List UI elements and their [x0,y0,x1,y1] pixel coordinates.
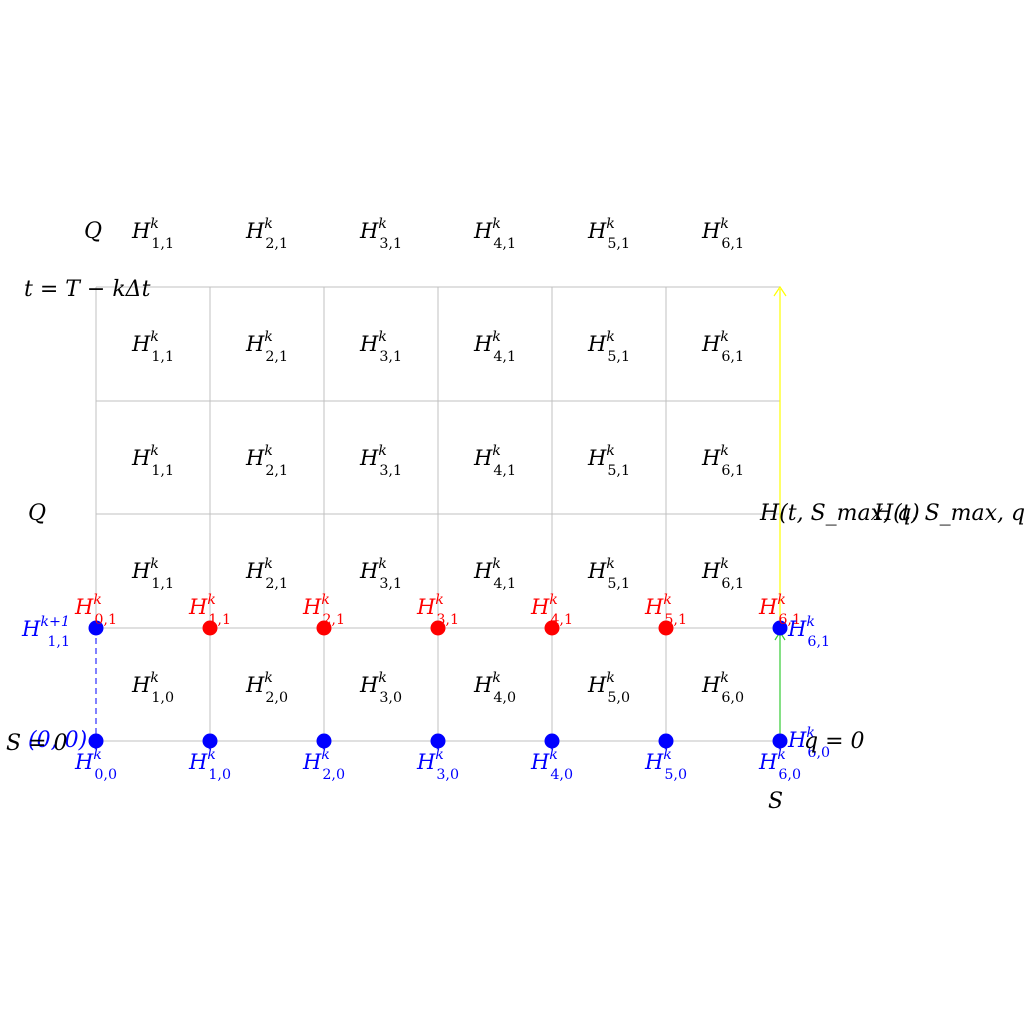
red-node-label-5: Hk 5,1 [644,592,687,628]
grid-nodes [88,620,788,749]
blue-node-label-6: Hk 6,0 [758,747,801,783]
cell-label-r1-c2: Hk 2,1 [245,556,288,592]
red-node-label-3: Hk 3,1 [416,592,459,628]
boundary-label: H(t, S_max, q) [759,501,920,526]
red-node-label-6: Hk 6,1 [758,592,801,628]
cell-label-r4-c3: Hk 3,1 [359,216,402,252]
origin-label: (0, 0) [28,728,87,753]
cell-label-r1-c4: Hk 4,1 [473,556,516,592]
cell-label-r1-c3: Hk 3,1 [359,556,402,592]
blue-node-2 [316,733,332,749]
cell-label-r0-c2: Hk 2,0 [245,670,288,706]
grid-lines [95,286,780,742]
s-axis-label: S [768,789,783,814]
blue-node-4 [544,733,560,749]
cell-label-r0-c3: Hk 3,0 [359,670,402,706]
q-zero-label: q = 0 [804,729,865,754]
cell-label-r4-c2: Hk 2,1 [245,216,288,252]
cell-label-r2-c3: Hk 3,1 [359,443,402,479]
cell-label-r2-c5: Hk 5,1 [587,443,630,479]
upper-left-node-label: Hk+1 1,1 [21,614,70,650]
cell-label-r1-c6: Hk 6,1 [701,556,744,592]
blue-node-top-6 [772,620,788,636]
blue-node-label-0: Hk 0,0 [74,747,117,783]
right-row1-node-label: Hk 6,1 [787,614,830,650]
red-node-3 [430,620,446,636]
cell-label-r3-c6: Hk 6,1 [701,329,744,365]
axis-labels: Qt = T − kΔt Q H(t, S_max, q)H(t, S_max, q… [6,219,1024,814]
blue-node-3 [430,733,446,749]
cell-label-r0-c5: Hk 5,0 [587,670,630,706]
cell-label-r2-c2: Hk 2,1 [245,443,288,479]
cell-label-r0-c6: Hk 6,0 [701,670,744,706]
cell-label-r3-c1: Hk 1,1 [131,329,174,365]
cell-label-r2-c6: Hk 6,1 [701,443,744,479]
cell-label-r4-c6: Hk 6,1 [701,216,744,252]
top-row-q-label: Q [84,219,102,244]
boundary-arrows [773,285,787,741]
arrowhead-yellow [773,285,787,297]
red-node-label-4: Hk 4,1 [530,592,573,628]
blue-node-top-0 [88,620,104,636]
cell-label-r1-c5: Hk 5,1 [587,556,630,592]
cell-label-r4-c5: Hk 5,1 [587,216,630,252]
red-node-label-2: Hk 2,1 [302,592,345,628]
red-node-1 [202,620,218,636]
side-q-label: Q [28,501,46,526]
time-label: t = T − kΔt [24,277,151,302]
cell-label-r1-c1: Hk 1,1 [131,556,174,592]
cell-label-r3-c2: Hk 2,1 [245,329,288,365]
node-labels: Hk 0,1 Hk 0,0 Hk 1,1 Hk 1,0 Hk 2,1 Hk 2,0 Hk 3,1 Hk 3,0… [21,592,830,783]
blue-node-label-1: Hk 1,0 [188,747,231,783]
boundary-label-2: H(t, S_max, q) [873,501,1024,526]
red-node-label-0: Hk 0,1 [74,592,117,628]
cell-label-r3-c3: Hk 3,1 [359,329,402,365]
cell-label-r0-c1: Hk 1,0 [131,670,174,706]
red-node-label-1: Hk 1,1 [188,592,231,628]
cell-labels: Hk 1,0 Hk 2,0 Hk 3,0 Hk 4,0 Hk 5,0 Hk 6,0 Hk 1,1 Hk 2,1… [131,216,744,706]
blue-node-0 [88,733,104,749]
cell-label-r3-c5: Hk 5,1 [587,329,630,365]
cell-label-r2-c1: Hk 1,1 [131,443,174,479]
blue-node-6 [772,733,788,749]
cell-label-r2-c4: Hk 4,1 [473,443,516,479]
blue-node-label-4: Hk 4,0 [530,747,573,783]
blue-node-label-5: Hk 5,0 [644,747,687,783]
blue-node-1 [202,733,218,749]
cell-label-r4-c1: Hk 1,1 [131,216,174,252]
red-node-5 [658,620,674,636]
blue-node-label-3: Hk 3,0 [416,747,459,783]
cell-label-r0-c4: Hk 4,0 [473,670,516,706]
blue-node-5 [658,733,674,749]
origin-s-zero-label: S = 0 [6,731,68,756]
cell-label-r3-c4: Hk 4,1 [473,329,516,365]
cell-label-r4-c4: Hk 4,1 [473,216,516,252]
red-node-4 [544,620,560,636]
right-row0-node-label: Hk 6,0 [787,725,830,761]
blue-node-label-2: Hk 2,0 [302,747,345,783]
red-node-2 [316,620,332,636]
